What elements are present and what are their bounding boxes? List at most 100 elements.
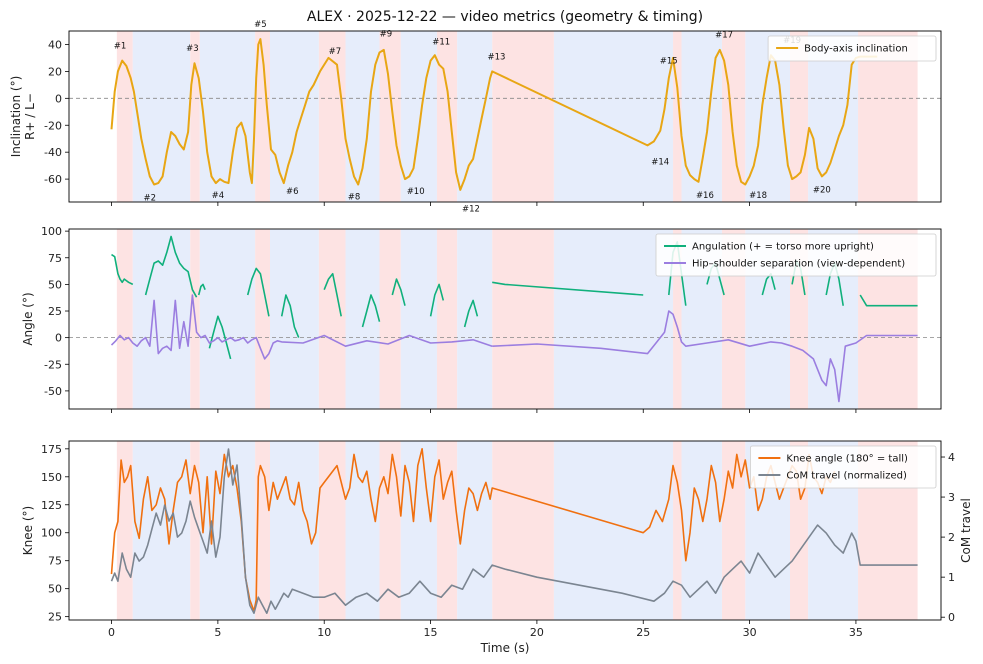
phase-span xyxy=(721,441,746,620)
series-line xyxy=(859,294,918,307)
phase-span xyxy=(318,441,346,620)
phase-span xyxy=(400,229,437,409)
series-line xyxy=(463,299,479,328)
series-line xyxy=(280,294,300,338)
phase-annotation: #15 xyxy=(660,56,678,66)
panel-1: -60 -40 -20 0 20 40 Inclination (°) R+ / L− #1 #2… xyxy=(9,20,942,214)
phase-annotation: #9 xyxy=(380,29,393,39)
legend-entry: CoM travel (normalized) xyxy=(786,471,907,482)
series-line xyxy=(111,253,134,286)
phase-span xyxy=(269,441,319,620)
y-axis-label: Angle (°) xyxy=(21,292,35,345)
series-line xyxy=(391,278,406,306)
phase-span xyxy=(345,441,380,620)
phase-span xyxy=(379,31,401,202)
phase-span xyxy=(318,229,346,409)
y-tick-label: 100 xyxy=(41,225,62,238)
phase-span xyxy=(190,441,200,620)
y-tick-label: 20 xyxy=(48,65,62,78)
y-tick-label: -60 xyxy=(44,173,62,186)
phase-span xyxy=(379,441,401,620)
phase-span xyxy=(436,31,458,202)
y2-tick-label: 1 xyxy=(948,571,955,584)
legend: Body-axis inclination xyxy=(767,35,937,62)
series-line xyxy=(110,448,918,614)
phase-span xyxy=(673,441,682,620)
y-tick-label: -50 xyxy=(44,385,62,398)
y-tick-label: 0 xyxy=(55,332,62,345)
y-tick-label: 75 xyxy=(48,252,62,265)
phase-span xyxy=(673,229,682,409)
y-tick-label: 100 xyxy=(41,527,62,540)
series-line xyxy=(110,448,836,612)
phase-annotation: #13 xyxy=(488,52,506,62)
phase-annotation: #12 xyxy=(462,204,480,214)
phase-span xyxy=(457,441,493,620)
phase-span xyxy=(345,31,380,202)
series-line xyxy=(110,38,878,191)
x-tick-label: 15 xyxy=(424,626,438,639)
x-tick-label: 0 xyxy=(108,626,115,639)
y-tick-label: 50 xyxy=(48,278,62,291)
series-line xyxy=(144,235,198,298)
x-tick-label: 25 xyxy=(636,626,650,639)
phase-span xyxy=(199,229,256,409)
y-tick-label: 150 xyxy=(41,471,62,484)
phase-annotation: #4 xyxy=(212,191,225,201)
phase-annotation: #8 xyxy=(348,192,361,202)
panel-2: -50 -25 0 25 50 75 100 Angle (°) Angulation (+ =… xyxy=(21,225,942,413)
y-tick-label: -25 xyxy=(44,358,62,371)
legend-entry: Hip–shoulder separation (view-dependent) xyxy=(692,259,905,270)
phase-span xyxy=(345,229,380,409)
legend-entry: Angulation (+ = torso more upright) xyxy=(692,242,874,253)
y-axis-label-2: R+ / L− xyxy=(23,93,37,140)
y-axis-label: Inclination (°) xyxy=(9,76,23,158)
legend-entry: Knee angle (180° = tall) xyxy=(786,454,908,465)
y-tick-label: 125 xyxy=(41,499,62,512)
plot-frame xyxy=(68,228,942,410)
x-tick-label: 5 xyxy=(214,626,221,639)
legend-entry: Body-axis inclination xyxy=(804,44,908,55)
phase-span xyxy=(190,31,200,202)
y-tick-label: 0 xyxy=(55,92,62,105)
y2-axis-label: CoM travel xyxy=(959,498,973,563)
phase-annotation: #7 xyxy=(329,47,342,57)
phase-span xyxy=(269,229,319,409)
phase-span xyxy=(255,31,270,202)
y-tick-label: 40 xyxy=(48,38,62,51)
phase-span xyxy=(457,229,493,409)
y-axis-label: Knee (°) xyxy=(21,506,35,555)
phase-span xyxy=(492,31,554,202)
phase-span xyxy=(553,229,674,409)
phase-span xyxy=(379,229,401,409)
phase-span xyxy=(199,31,256,202)
phase-annotation: #17 xyxy=(715,31,733,41)
phase-annotation: #3 xyxy=(186,44,199,54)
phase-span xyxy=(400,31,437,202)
phase-span xyxy=(681,441,722,620)
series-line xyxy=(197,283,206,296)
series-line xyxy=(208,315,232,360)
phase-span xyxy=(132,31,191,202)
y2-tick-label: 2 xyxy=(948,531,955,544)
y-tick-label: -40 xyxy=(44,146,62,159)
phase-annotation: #2 xyxy=(144,194,157,204)
phase-span xyxy=(132,229,191,409)
phase-span xyxy=(553,441,674,620)
y-tick-label: -20 xyxy=(44,119,62,132)
y2-tick-label: 4 xyxy=(948,451,955,464)
y-tick-label: 175 xyxy=(41,443,62,456)
y2-tick-label: 0 xyxy=(948,611,955,624)
phase-span xyxy=(492,441,554,620)
phase-span xyxy=(673,31,682,202)
legend-box xyxy=(655,233,937,277)
legend-box xyxy=(767,35,937,62)
phase-annotation: #14 xyxy=(651,157,669,167)
phase-span xyxy=(436,229,458,409)
phase-span xyxy=(553,31,674,202)
y-tick-label: 75 xyxy=(48,555,62,568)
phase-span xyxy=(457,31,493,202)
phase-annotation: #1 xyxy=(114,42,127,52)
